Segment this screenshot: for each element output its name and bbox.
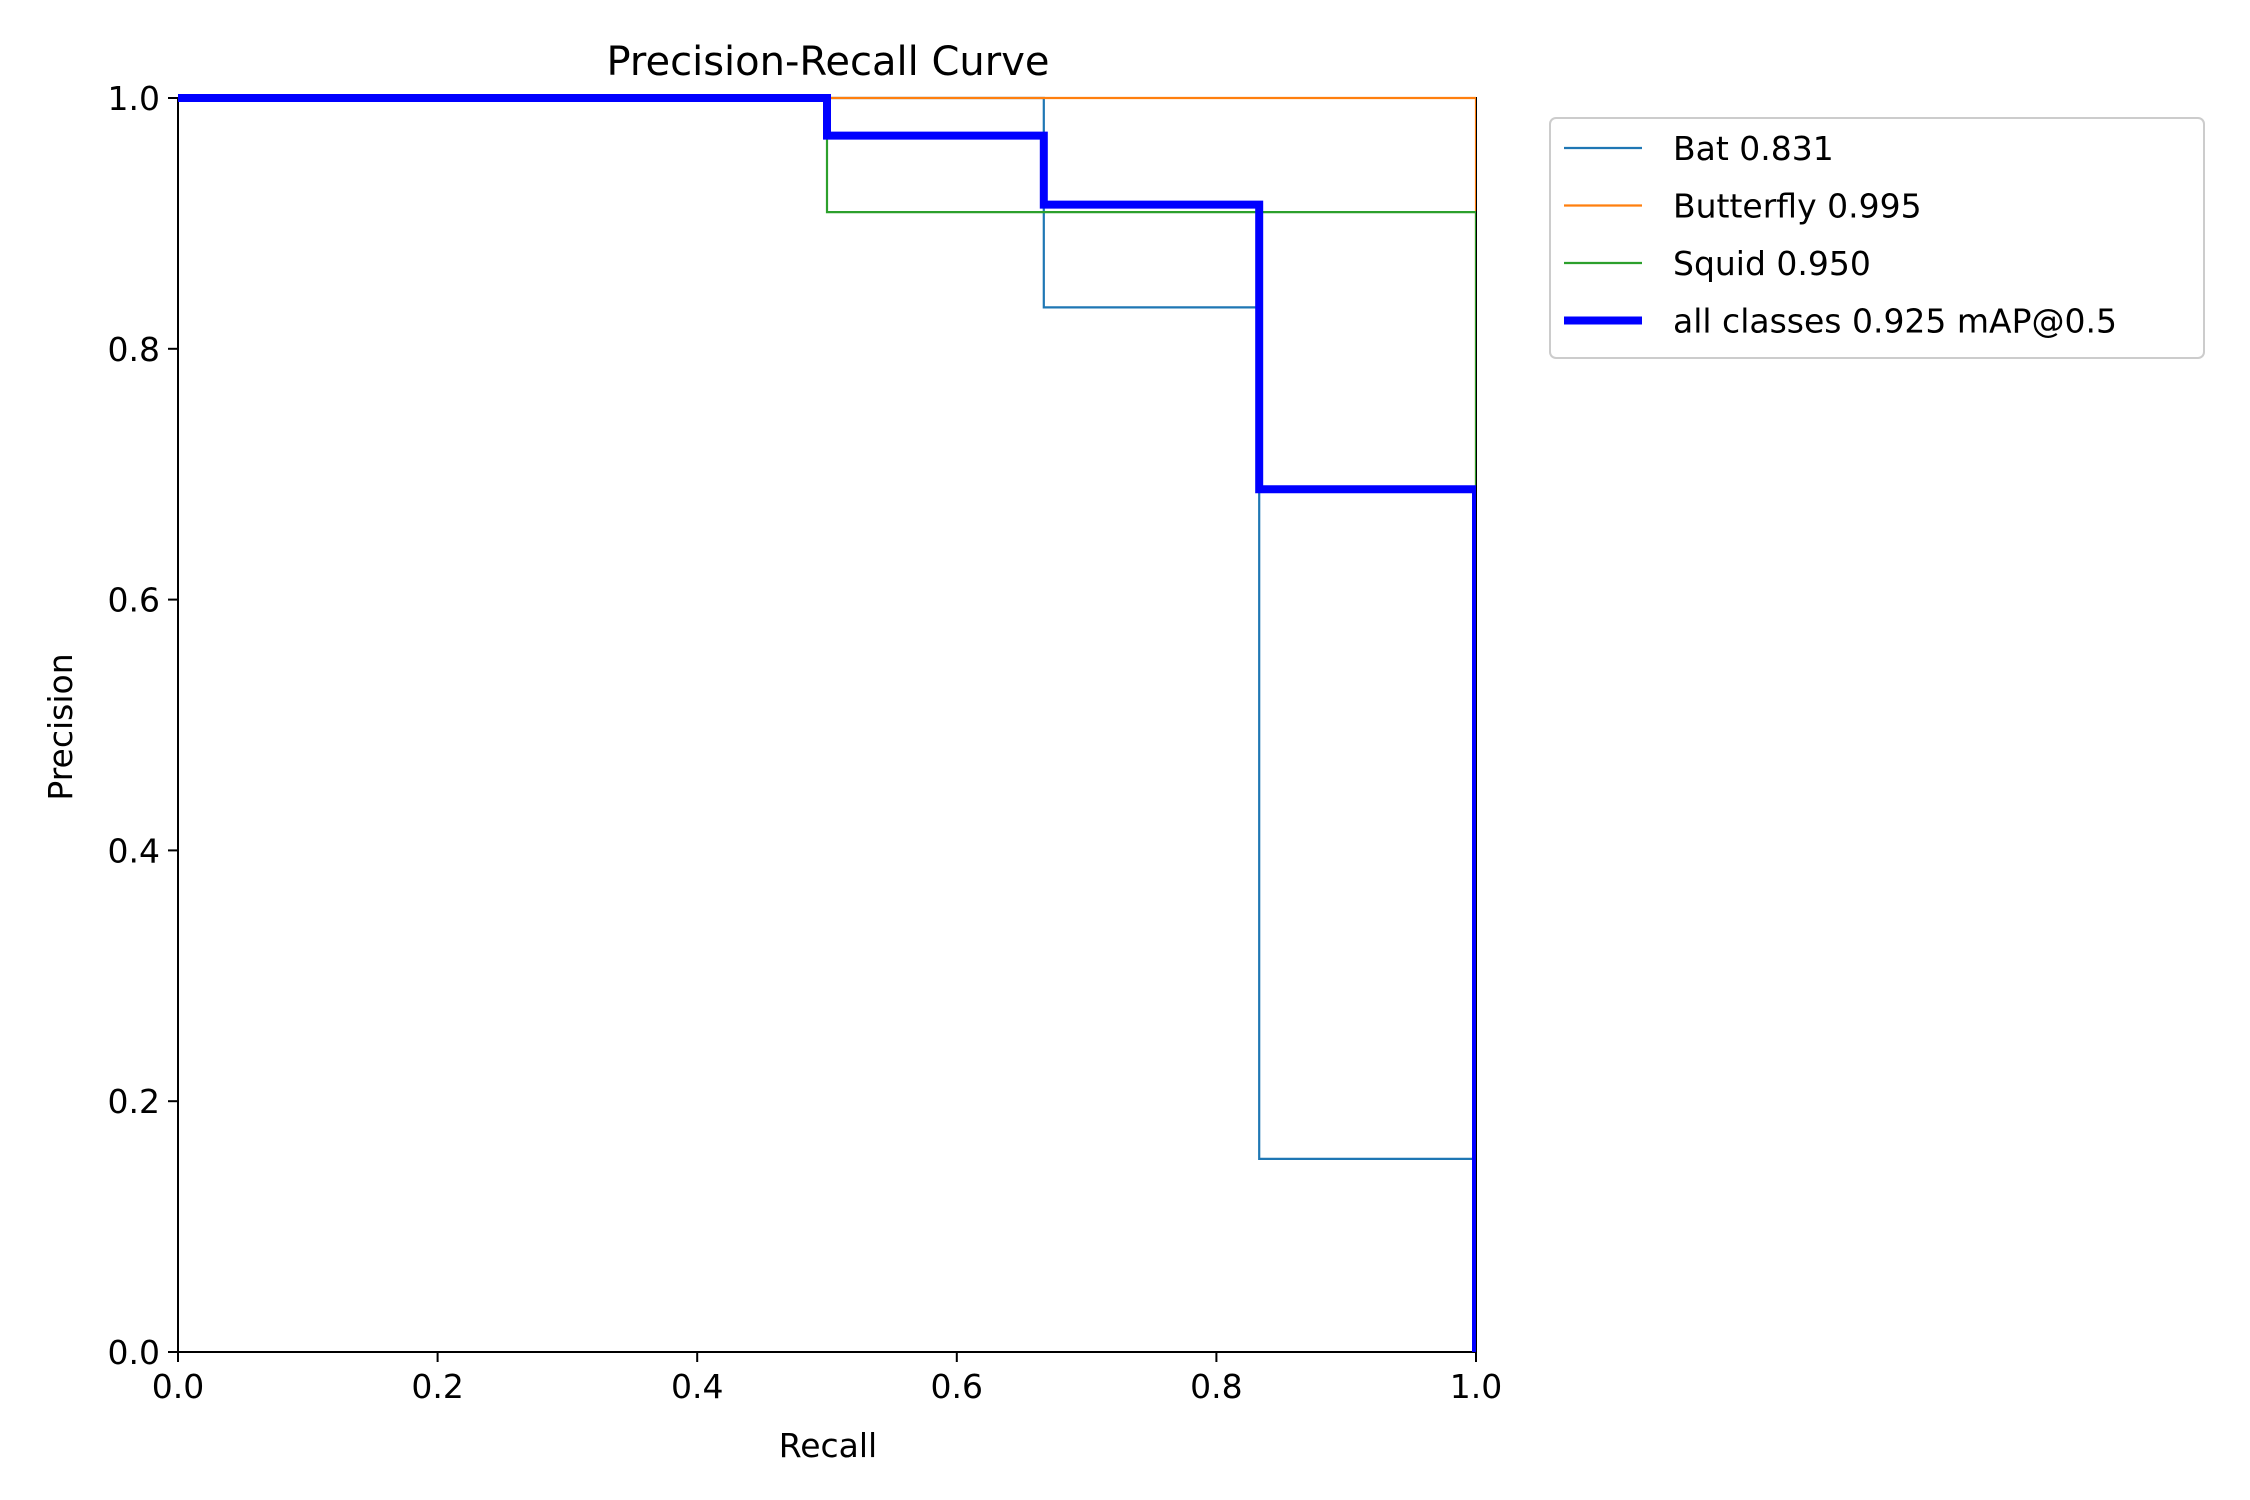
y-tick-label: 0.8: [108, 330, 160, 369]
x-tick-label: 0.6: [931, 1367, 983, 1406]
legend-entry: all classes 0.925 mAP@0.5: [1673, 302, 2117, 341]
x-tick-label: 0.0: [152, 1367, 204, 1406]
y-tick-label: 0.4: [108, 831, 160, 870]
x-axis-label: Recall: [779, 1426, 877, 1465]
y-axis-label: Precision: [41, 653, 80, 800]
y-axis-ticks: 0.0 0.2 0.4 0.6 0.8 1.0: [108, 79, 178, 1372]
x-tick-label: 0.8: [1190, 1367, 1242, 1406]
x-tick-label: 0.2: [411, 1367, 463, 1406]
x-tick-label: 0.4: [671, 1367, 723, 1406]
legend-entry: Bat 0.831: [1673, 129, 1834, 168]
legend: Bat 0.831 Butterfly 0.995 Squid 0.950 all c…: [1549, 117, 2205, 359]
legend-frame: [1549, 117, 2205, 359]
x-axis-ticks: 0.0 0.2 0.4 0.6 0.8 1.0: [152, 1352, 1502, 1406]
chart-title: Precision-Recall Curve: [607, 39, 1050, 85]
y-tick-label: 0.0: [108, 1333, 160, 1372]
y-tick-label: 0.2: [108, 1082, 160, 1121]
series-layer: [178, 94, 1476, 1352]
legend-entry: Butterfly 0.995: [1673, 187, 1922, 226]
y-tick-label: 0.6: [108, 581, 160, 620]
x-tick-label: 1.0: [1450, 1367, 1502, 1406]
y-tick-label: 1.0: [108, 79, 160, 118]
series-line-3: [178, 94, 1476, 1352]
legend-entry: Squid 0.950: [1673, 244, 1871, 283]
